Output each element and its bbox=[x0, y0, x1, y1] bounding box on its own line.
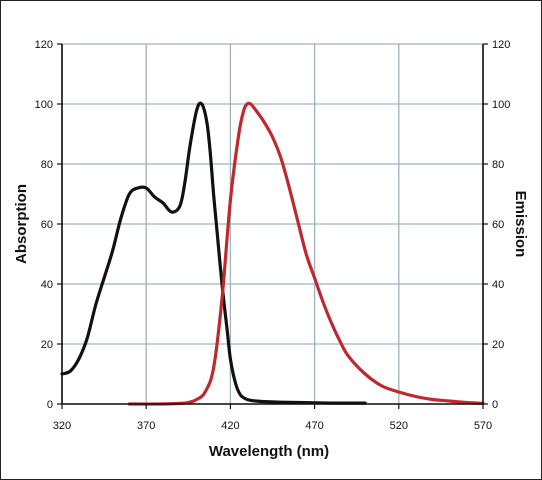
y2-tick-label: 60 bbox=[492, 219, 504, 231]
y2-tick-label: 100 bbox=[492, 99, 510, 111]
y2-tick-label: 40 bbox=[492, 279, 504, 291]
axes bbox=[57, 43, 488, 409]
absorption-line bbox=[60, 101, 367, 405]
x-tick-label: 420 bbox=[221, 420, 239, 432]
y-tick-label: 120 bbox=[35, 39, 53, 51]
y-tick-label: 80 bbox=[41, 159, 53, 171]
x-tick-label: 570 bbox=[474, 420, 492, 432]
tick-labels: 0 0 20 20 40 40 60 60 80 80 100 100 120 120 320 370 420 4… bbox=[35, 39, 511, 432]
x-tick-label: 320 bbox=[53, 420, 71, 432]
y2-tick-label: 20 bbox=[492, 339, 504, 351]
x-axis-label: Wavelength (nm) bbox=[209, 443, 329, 460]
x-tick-label: 370 bbox=[137, 420, 155, 432]
y-tick-label: 100 bbox=[35, 99, 53, 111]
y2-tick-label: 0 bbox=[492, 399, 498, 411]
series-layer bbox=[60, 101, 485, 406]
y-tick-label: 0 bbox=[47, 399, 53, 411]
emission-line bbox=[127, 101, 485, 406]
grid-lines bbox=[61, 43, 484, 405]
y-tick-label: 20 bbox=[41, 339, 53, 351]
y-tick-label: 60 bbox=[41, 219, 53, 231]
x-tick-label: 470 bbox=[305, 420, 323, 432]
x-tick-label: 520 bbox=[390, 420, 408, 432]
y2-tick-label: 80 bbox=[492, 159, 504, 171]
y2-tick-label: 120 bbox=[492, 39, 510, 51]
y-axis-label: Absorption bbox=[13, 184, 30, 264]
y2-axis-label: Emission bbox=[512, 191, 529, 258]
y-tick-label: 40 bbox=[41, 279, 53, 291]
